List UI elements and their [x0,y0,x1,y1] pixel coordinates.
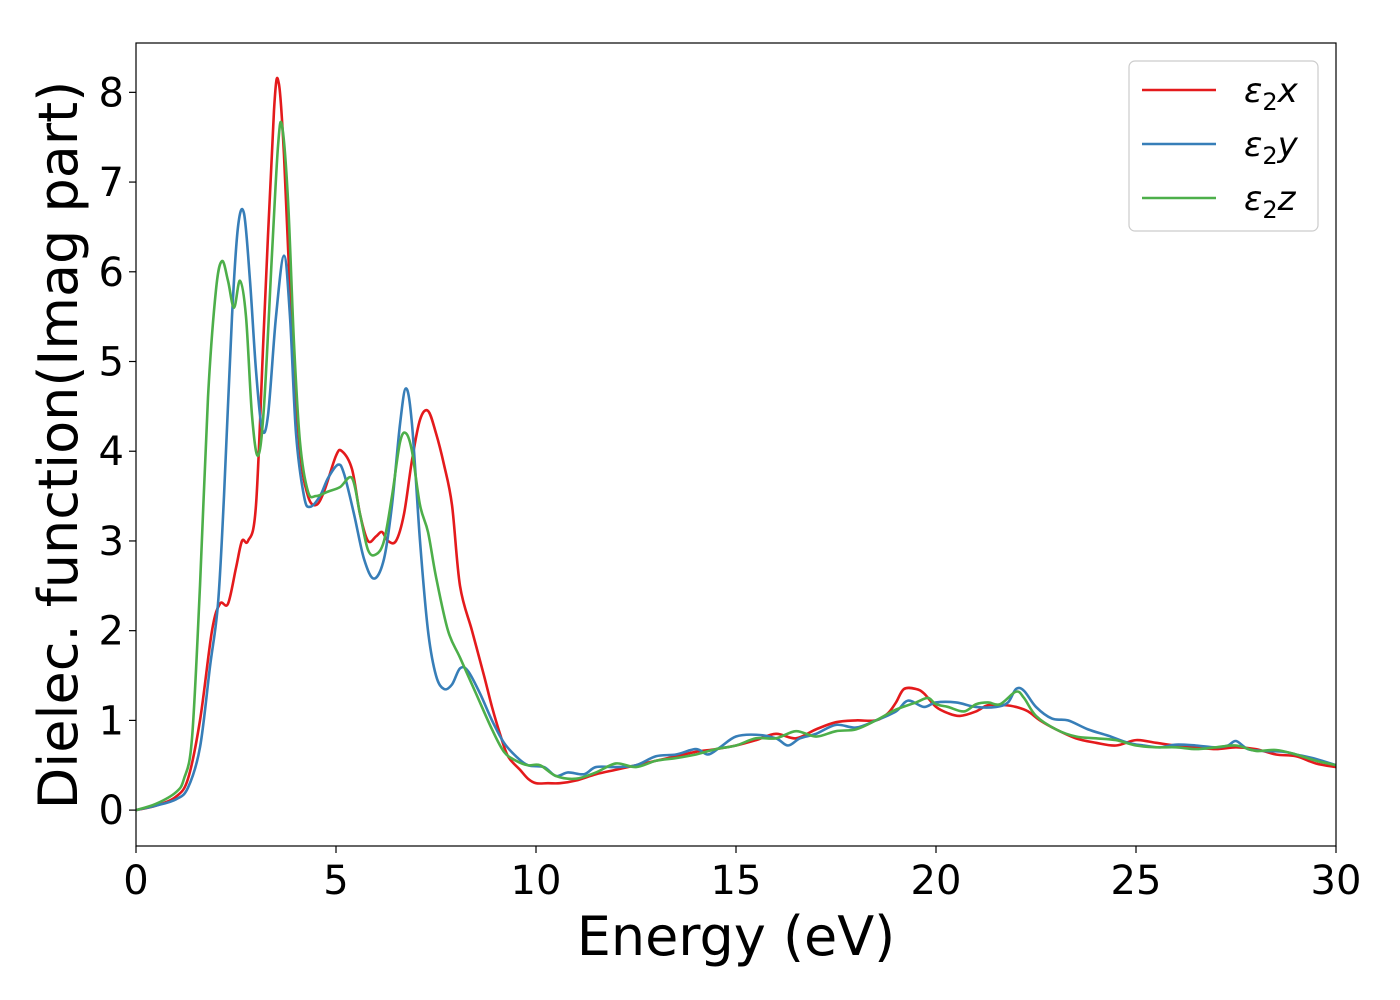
series-layer [136,76,1336,812]
y-tick-label: 4 [99,429,124,475]
legend: ε2x ε2y ε2z [1128,60,1319,232]
x-tick-label: 20 [911,858,962,904]
series-line-y [136,207,1336,812]
x-tick-label: 25 [1111,858,1162,904]
y-axis-label: Dielec. function(Imag part) [27,81,90,810]
x-tick-label: 0 [123,858,148,904]
y-tick-label: 7 [99,160,124,206]
y-tick-label: 6 [99,250,124,296]
x-tick-label: 5 [323,858,348,904]
series-line-z [136,120,1336,812]
y-tick-label: 8 [99,70,124,116]
x-axis-ticks: 0 5 10 15 20 25 30 [123,846,1361,904]
legend-label-y: ε2y [1244,125,1299,170]
y-tick-label: 1 [99,698,124,744]
series-line-x [136,76,1336,812]
y-tick-label: 3 [99,519,124,565]
legend-label-x: ε2x [1244,71,1299,116]
legend-box [1128,60,1319,232]
x-tick-label: 10 [511,858,562,904]
y-tick-label: 0 [99,788,124,834]
x-tick-label: 30 [1311,858,1362,904]
y-tick-label: 5 [99,340,124,386]
y-tick-label: 2 [99,609,124,655]
y-axis-ticks: 0 1 2 3 4 5 6 7 8 [99,70,136,834]
x-axis-label: Energy (eV) [577,905,896,968]
x-tick-label: 15 [711,858,762,904]
legend-label-z: ε2z [1244,179,1297,224]
